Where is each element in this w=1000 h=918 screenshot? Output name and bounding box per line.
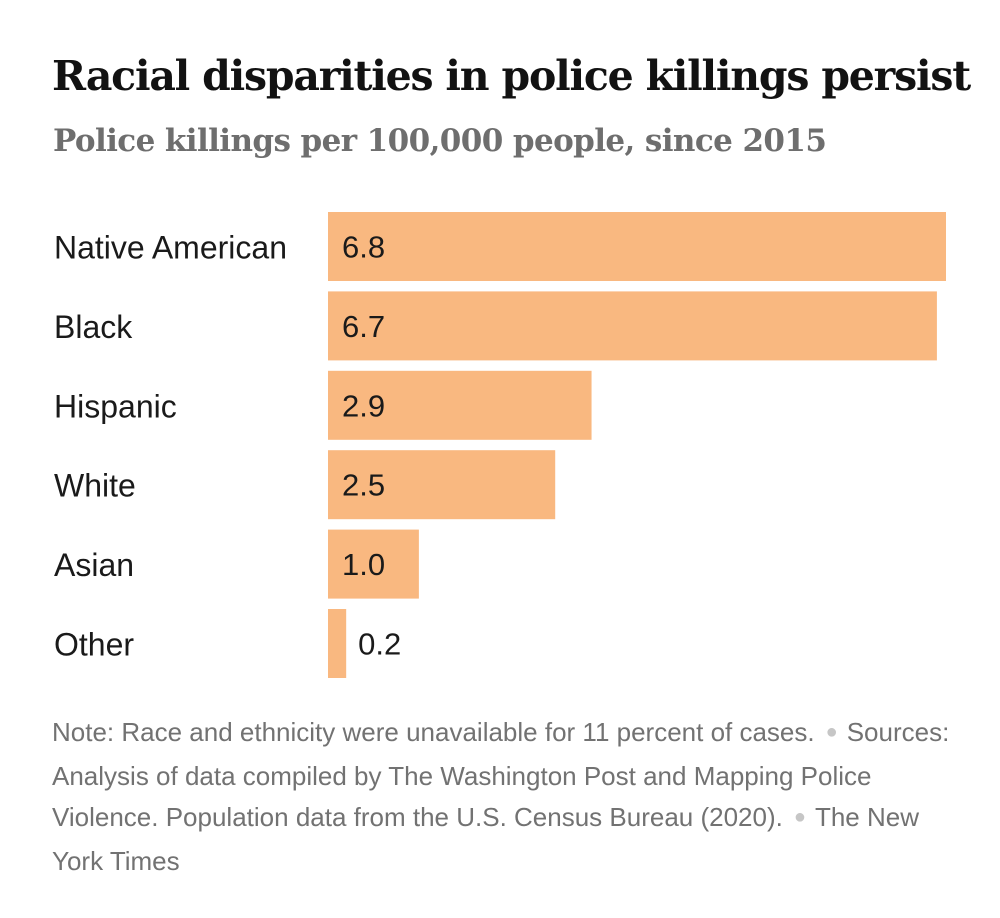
- chart-title: Racial disparities in police killings pe…: [52, 52, 971, 100]
- value-label-native-american: 6.8: [342, 230, 385, 265]
- category-label-other: Other: [54, 627, 134, 663]
- note-text: Note: Race and ethnicity were unavailabl…: [52, 717, 815, 747]
- separator-dot: ●: [825, 721, 838, 743]
- category-label-white: White: [54, 468, 136, 504]
- bar-native-american: [328, 212, 946, 281]
- bar-asian: [328, 529, 419, 599]
- category-label-asian: Asian: [54, 547, 134, 583]
- separator-dot: ●: [793, 806, 806, 828]
- chart-subtitle: Police killings per 100,000 people, sinc…: [53, 123, 827, 159]
- value-label-black: 6.7: [342, 309, 385, 344]
- bar-other: [328, 609, 347, 678]
- sources-text: Sources: Analysis of data compiled by Th…: [52, 717, 950, 832]
- bar-chart: Native American 6.8 Black 6.7 Hispanic 2.9 Whi…: [54, 212, 946, 678]
- bar-black: [328, 291, 937, 361]
- category-label-hispanic: Hispanic: [54, 388, 177, 424]
- value-label-hispanic: 2.9: [342, 388, 385, 423]
- bar-hispanic: [328, 370, 592, 440]
- value-label-other: 0.2: [358, 627, 401, 662]
- bar-white: [328, 450, 556, 520]
- category-label-native-american: Native American: [54, 230, 287, 266]
- category-label-black: Black: [54, 309, 133, 345]
- value-label-white: 2.5: [342, 468, 385, 503]
- value-label-asian: 1.0: [342, 547, 385, 582]
- credit-text: The New York Times: [52, 802, 919, 876]
- chart-footnote: Note: Race and ethnicity were unavailabl…: [52, 712, 962, 882]
